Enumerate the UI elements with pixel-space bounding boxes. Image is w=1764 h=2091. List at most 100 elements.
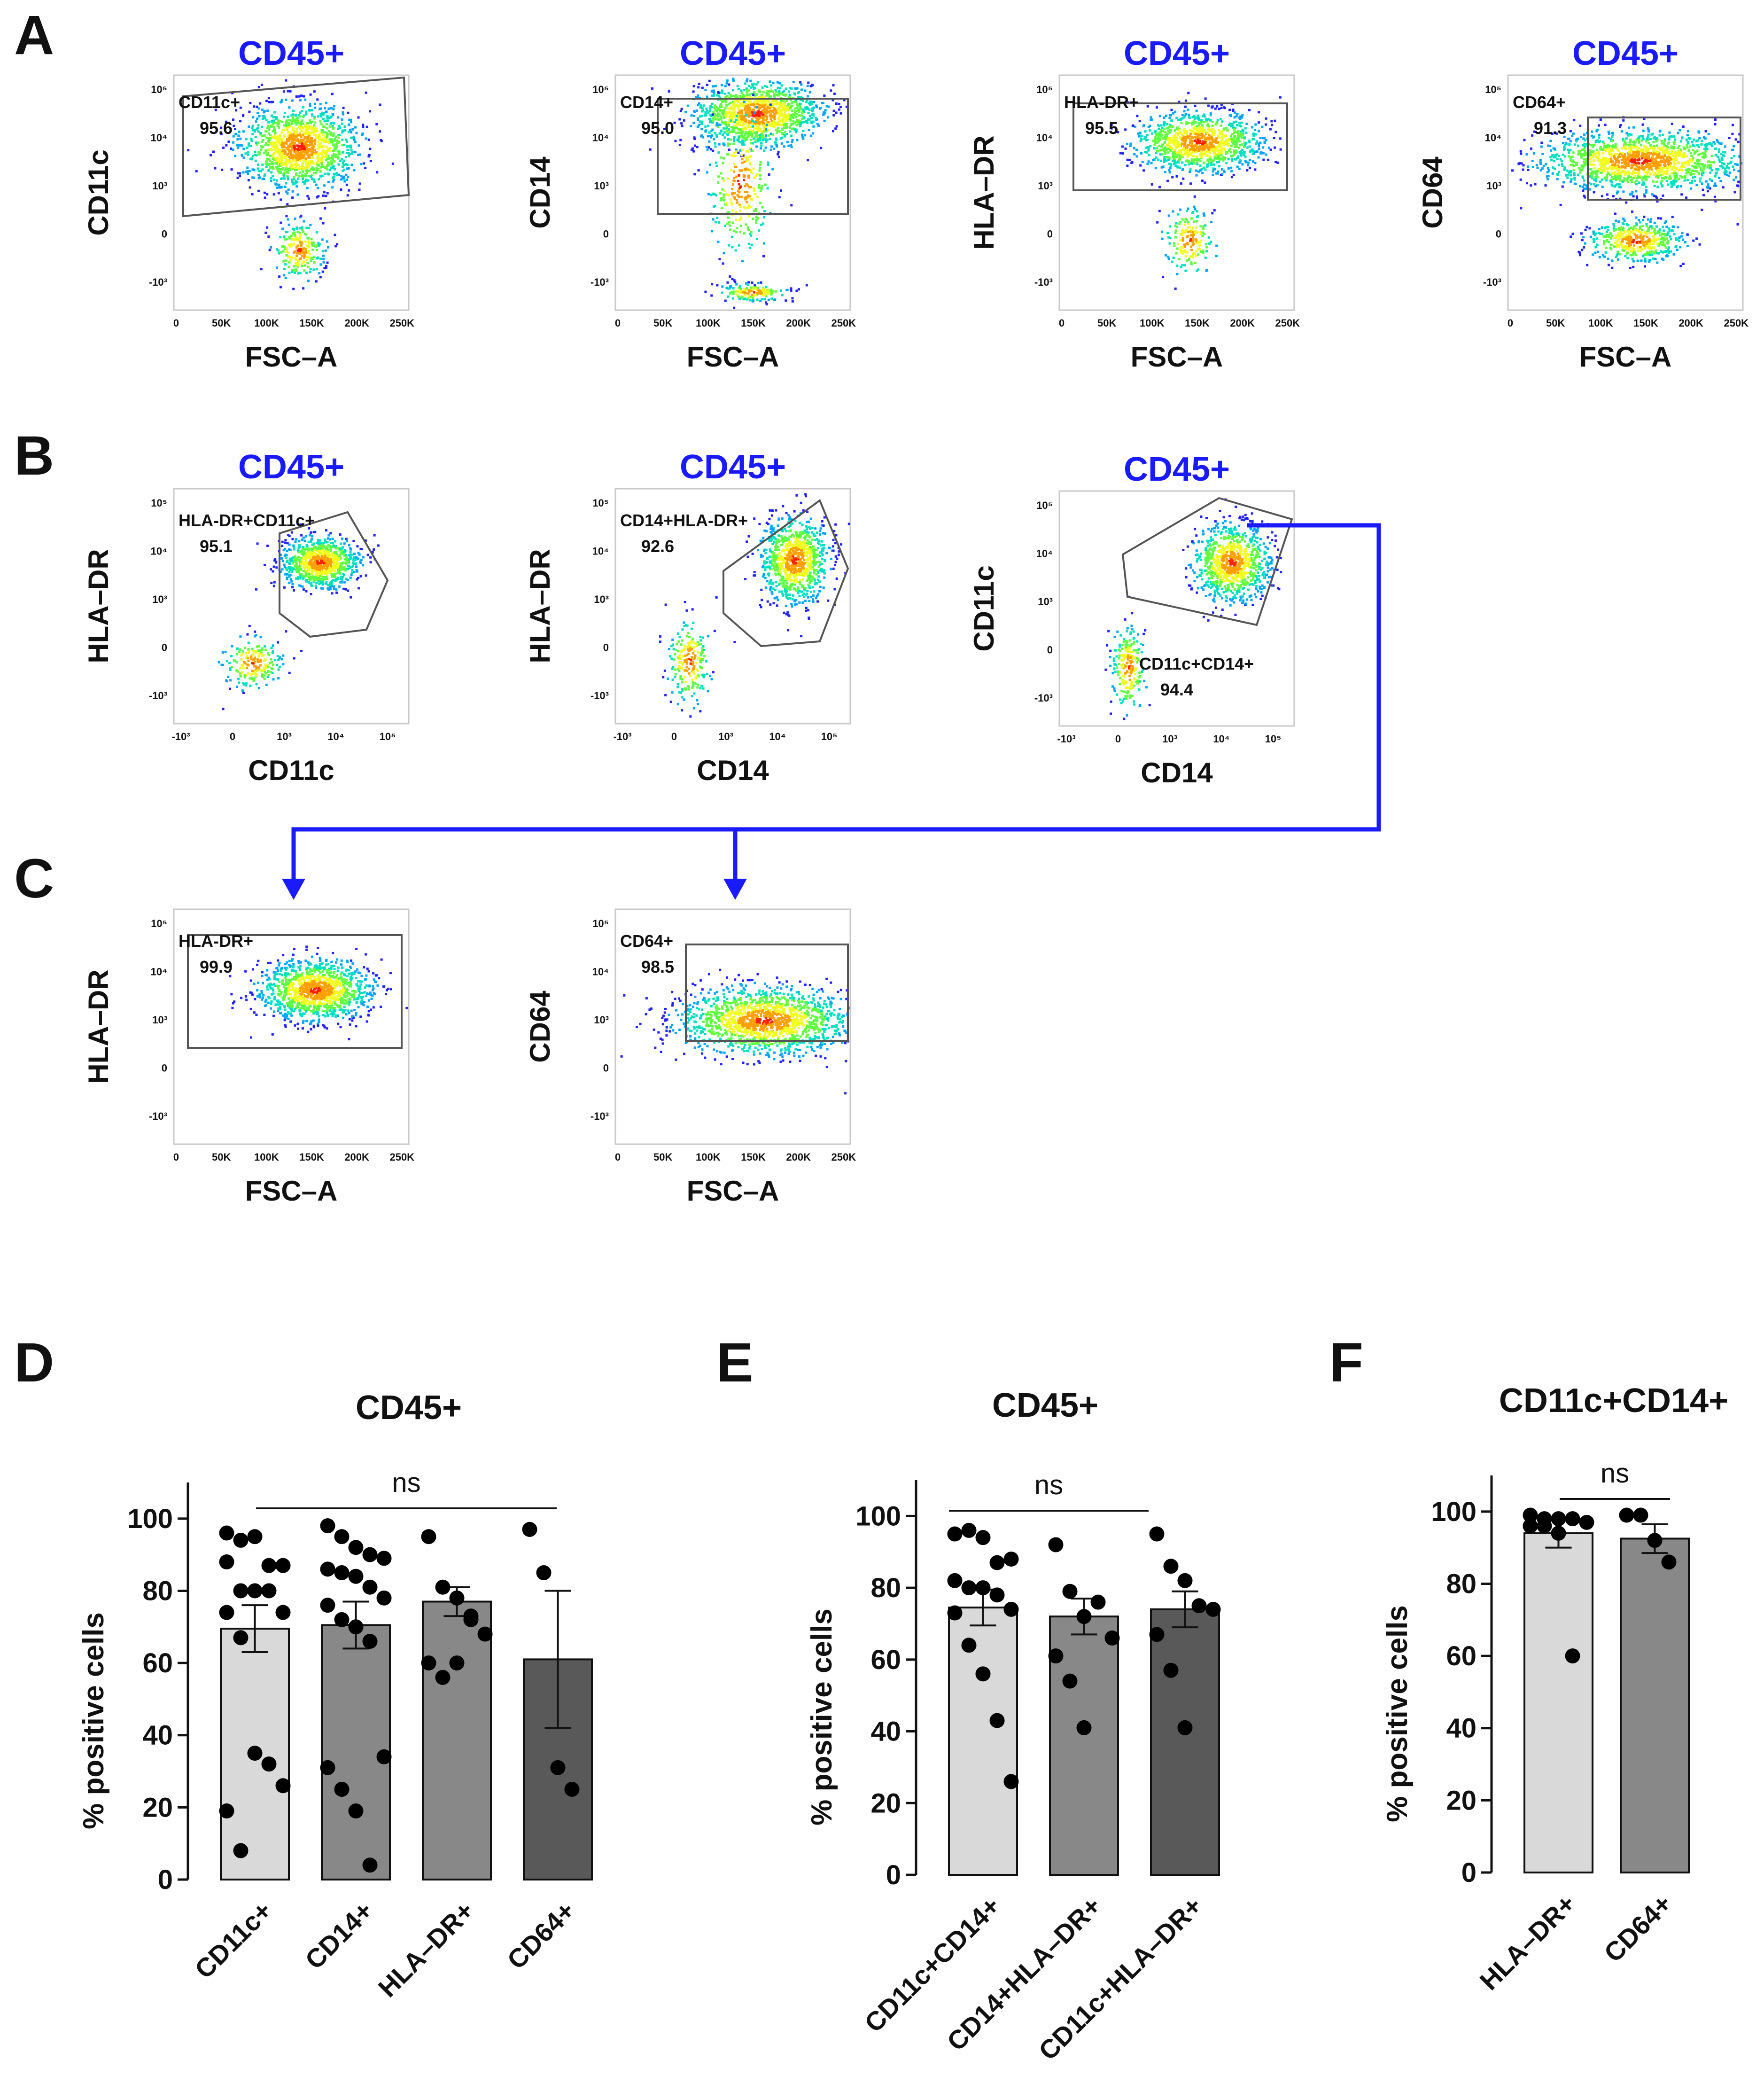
y-tick-label: 10⁴ xyxy=(151,546,167,557)
x-tick-label: -10³ xyxy=(1057,733,1075,745)
flow-plot-7: CD45+ CD11c+CD14+ 94.4 -10³ 0 10³ 10⁴ 10⁵ 10⁵ 10⁴… xyxy=(968,451,1295,788)
y-axis-label: % positive cells xyxy=(806,1608,838,1826)
y-tick-label: 20 xyxy=(142,1792,173,1823)
data-point xyxy=(1177,1720,1193,1735)
y-tick-label: 10³ xyxy=(1038,596,1053,608)
data-point xyxy=(376,1590,392,1606)
gate xyxy=(685,944,849,1042)
y-axis-label: HLA–DR xyxy=(83,969,114,1084)
y-tick-label: 0 xyxy=(162,642,167,654)
data-point xyxy=(261,1756,277,1772)
gate-value: 95.5 xyxy=(1085,118,1118,138)
x-tick-label: 200K xyxy=(344,1151,369,1163)
x-tick-label: 250K xyxy=(1275,317,1300,329)
data-point xyxy=(1205,1601,1221,1617)
data-point xyxy=(334,1529,350,1545)
y-axis-label: CD64 xyxy=(1417,156,1448,229)
x-tick-label: 150K xyxy=(299,1151,324,1163)
x-tick-label: 200K xyxy=(786,1151,811,1163)
x-tick-label: 150K xyxy=(1633,317,1658,329)
bar-chart-d: 0 20 40 60 80 100 CD45+ % positive cells ns CD11c… xyxy=(78,1389,593,2003)
y-tick-label: 10⁵ xyxy=(1036,84,1053,95)
y-tick-label: 40 xyxy=(142,1720,173,1751)
data-point xyxy=(1062,1673,1078,1689)
data-point xyxy=(261,1558,277,1573)
data-point xyxy=(1523,1518,1538,1534)
flow-plot-8: HLA-DR+ 99.9 0 50K 100K 150K 200K 250K 10⁵ 10⁴ 10³… xyxy=(83,908,414,1207)
y-tick-label: 10³ xyxy=(594,593,609,605)
event-dots xyxy=(218,523,380,710)
y-tick-label: 100 xyxy=(1431,1497,1476,1527)
event-dots xyxy=(659,493,850,718)
y-tick-label: 0 xyxy=(1047,644,1053,656)
gate-value: 95.0 xyxy=(641,118,674,138)
gate xyxy=(182,76,410,218)
x-tick-label: 250K xyxy=(389,317,414,329)
bar xyxy=(948,1607,1018,1876)
gate xyxy=(1121,497,1293,626)
data-point xyxy=(233,1630,249,1646)
data-point xyxy=(477,1626,493,1642)
data-point xyxy=(275,1778,291,1794)
event-dots xyxy=(187,79,394,290)
flow-plot-5: CD45+ HLA-DR+CD11c+ 95.1 -10³ 0 10³ 10⁴ 10⁵ 10⁵ 1… xyxy=(83,448,410,786)
data-point xyxy=(1104,1631,1120,1646)
x-tick-label: 10⁴ xyxy=(1213,733,1229,745)
x-tick-label: 0 xyxy=(1059,317,1065,329)
panel-label-e: E xyxy=(716,1332,754,1394)
category-label: CD64+ xyxy=(1598,1888,1678,1968)
data-point xyxy=(536,1565,552,1581)
gate-label: CD14+HLA-DR+ xyxy=(620,511,748,530)
plot-frame xyxy=(173,908,410,1145)
arrow-head xyxy=(723,879,747,900)
y-axis-label: HLA–DR xyxy=(968,135,1000,250)
gate xyxy=(1072,102,1288,191)
data-point xyxy=(947,1605,963,1621)
population-title: CD45+ xyxy=(238,448,344,486)
data-point xyxy=(435,1579,451,1595)
data-point xyxy=(947,1573,963,1588)
gate xyxy=(279,511,389,638)
bar-chart-panels: 0 20 40 60 80 100 CD45+ % positive cells ns CD11c… xyxy=(78,1382,1728,2066)
significance-label: ns xyxy=(1601,1458,1629,1489)
y-tick-label: 0 xyxy=(603,642,609,654)
data-point xyxy=(334,1612,350,1627)
y-tick-label: -10³ xyxy=(591,276,609,288)
x-tick-label: 150K xyxy=(1185,317,1210,329)
panel-label-c: C xyxy=(14,848,54,910)
data-point xyxy=(1551,1525,1566,1541)
data-point xyxy=(421,1655,436,1671)
gate-label: CD14+ xyxy=(620,93,673,112)
x-tick-label: 200K xyxy=(1679,317,1703,329)
data-point xyxy=(961,1580,977,1596)
x-tick-label: 250K xyxy=(831,1151,856,1163)
data-point xyxy=(320,1760,335,1775)
data-point xyxy=(219,1605,234,1620)
y-axis-label: CD64 xyxy=(524,991,556,1063)
x-tick-label: 50K xyxy=(212,1151,231,1163)
flow-plot-2: CD45+ CD14+ 95.0 0 50K 100K 150K 200K 250K 10⁵ 10⁴… xyxy=(524,35,856,373)
arrow-head xyxy=(282,879,305,900)
panel-label-d: D xyxy=(14,1332,54,1394)
bar xyxy=(1523,1532,1593,1874)
y-tick-label: -10³ xyxy=(1034,692,1053,704)
flow-plot-4: CD45+ CD64+ 91.3 0 50K 100K 150K 200K 250K 10⁵ 10⁴… xyxy=(1417,35,1748,373)
x-tick-label: 0 xyxy=(615,1151,621,1163)
gating-arrow-line xyxy=(291,523,1381,883)
data-point xyxy=(362,1857,378,1873)
data-point xyxy=(463,1608,479,1624)
x-tick-label: 0 xyxy=(173,317,179,329)
data-point xyxy=(233,1583,249,1599)
gate xyxy=(657,98,849,215)
y-tick-label: 10⁴ xyxy=(151,132,167,144)
chart-title: CD11c+CD14+ xyxy=(1499,1382,1728,1420)
x-axis-label: FSC–A xyxy=(1579,341,1672,373)
x-tick-label: 10⁵ xyxy=(821,731,838,742)
significance-label: ns xyxy=(392,1467,420,1498)
data-point xyxy=(435,1670,451,1685)
y-tick-label: 10³ xyxy=(152,1014,167,1026)
x-tick-label: 250K xyxy=(831,317,856,329)
data-point xyxy=(247,1746,263,1761)
x-tick-label: 200K xyxy=(344,317,369,329)
